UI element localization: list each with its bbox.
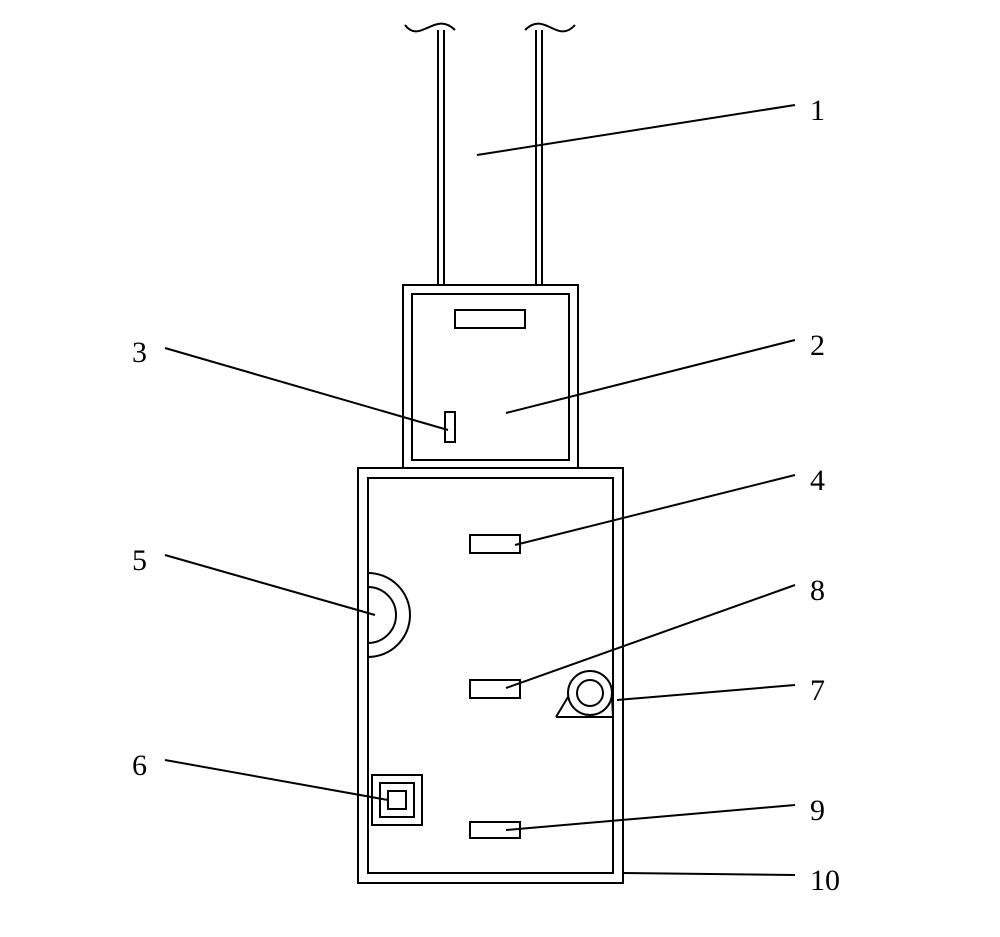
diagram-canvas: 1 2 3 4 5 6 7 8 9 10 (0, 0, 1000, 937)
callout-label-8: 8 (810, 574, 825, 607)
callout-label-9: 9 (810, 794, 825, 827)
callout-label-6: 6 (132, 749, 147, 782)
leader-6 (165, 760, 388, 800)
leader-10 (623, 873, 795, 875)
leader-5 (165, 555, 375, 615)
callout-label-7: 7 (810, 674, 825, 707)
callout-label-5: 5 (132, 544, 147, 577)
callout-label-3: 3 (132, 336, 147, 369)
callout-label-2: 2 (810, 329, 825, 362)
callout-label-4: 4 (810, 464, 825, 497)
leader-7 (617, 685, 795, 700)
callout-label-10: 10 (810, 864, 840, 897)
leader-1 (477, 105, 795, 155)
callout-label-1: 1 (810, 94, 825, 127)
